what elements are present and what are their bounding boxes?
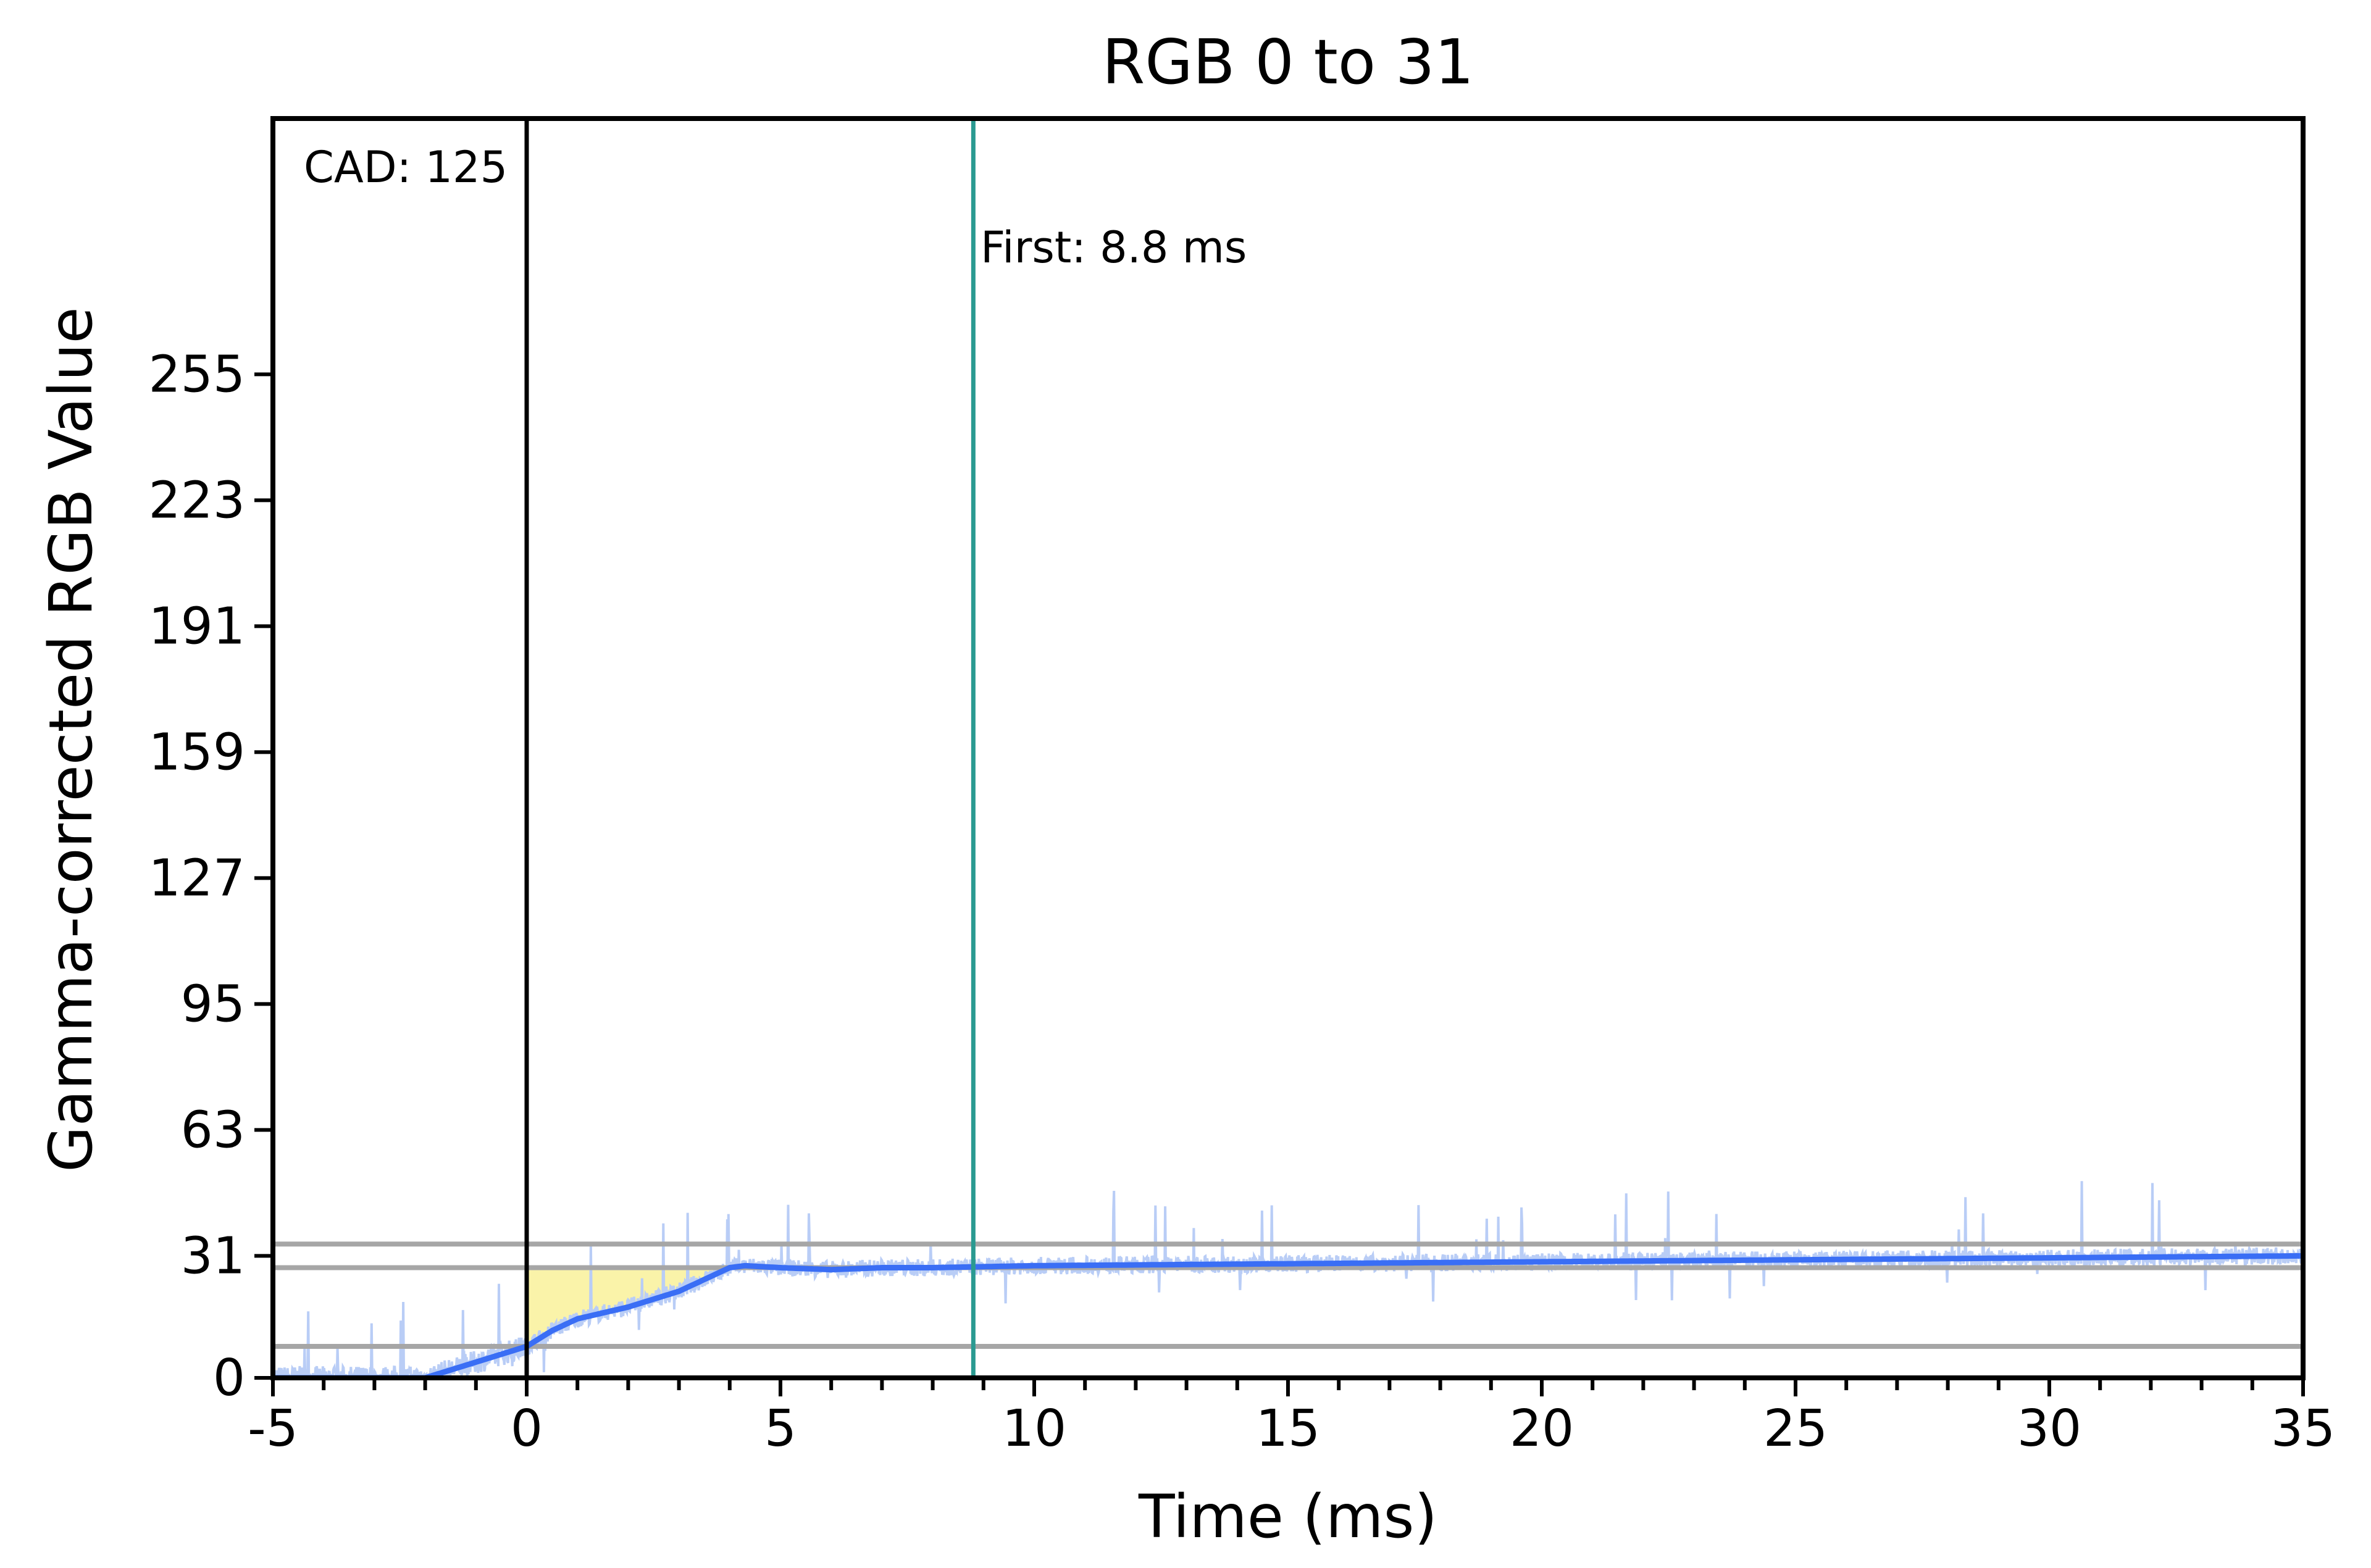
y-axis: 0 31 63 95 127 159 191 223 255: [148, 345, 273, 1407]
y-tick-label: 255: [148, 345, 245, 404]
x-axis: -5 0 5 10 15 20 25 30 35: [248, 1378, 2335, 1458]
y-tick-label: 191: [148, 597, 245, 656]
x-tick-label: 5: [764, 1399, 797, 1458]
x-tick-label: 30: [2017, 1399, 2081, 1458]
y-tick-label: 0: [213, 1349, 245, 1407]
first-response-annotation: First: 8.8 ms: [981, 222, 1247, 273]
x-tick-label: 0: [511, 1399, 543, 1458]
x-tick-label: -5: [248, 1399, 298, 1458]
x-tick-label: 35: [2271, 1399, 2335, 1458]
y-tick-label: 31: [181, 1227, 245, 1285]
y-tick-label: 95: [181, 975, 245, 1033]
cad-annotation: CAD: 125: [304, 142, 508, 193]
y-tick-label: 223: [148, 471, 245, 530]
plot-content: [273, 1181, 2303, 1378]
x-axis-label: Time (ms): [1138, 1482, 1437, 1551]
chart-title: RGB 0 to 31: [1102, 26, 1474, 98]
x-tick-label: 25: [1763, 1399, 1828, 1458]
plot-area: [270, 116, 2306, 1380]
y-tick-label: 127: [148, 849, 245, 907]
smoothed-response-line: [273, 1253, 2301, 1378]
plot-frame: [270, 116, 2306, 1380]
y-tick-label: 63: [181, 1101, 245, 1159]
y-tick-label: 159: [148, 723, 245, 782]
x-tick-label: 10: [1002, 1399, 1066, 1458]
y-axis-label: Gamma-corrected RGB Value: [36, 307, 106, 1172]
x-tick-label: 20: [1510, 1399, 1574, 1458]
x-tick-label: 15: [1256, 1399, 1320, 1458]
